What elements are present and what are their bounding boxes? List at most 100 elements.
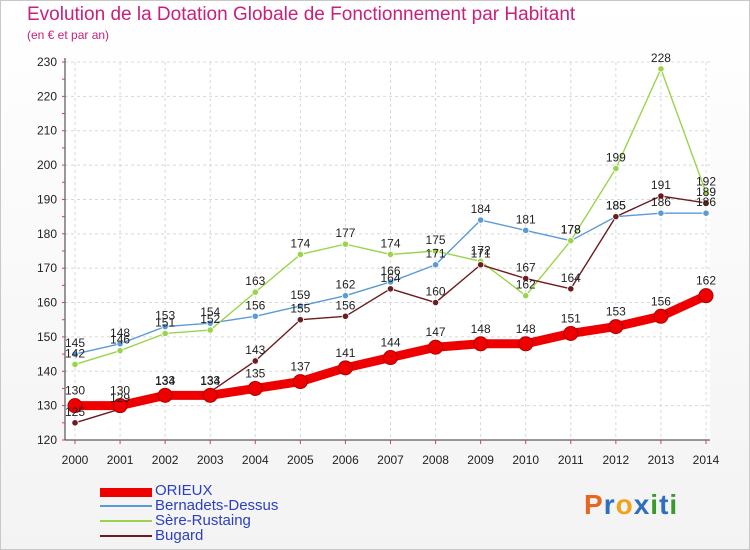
data-point-s-re-rustaing [161, 329, 169, 338]
data-label-bernadets-dessus: 145 [65, 336, 85, 350]
data-label-bugard: 129 [110, 391, 130, 405]
data-label-orieux: 135 [245, 366, 265, 380]
data-label-bugard: 191 [651, 178, 671, 192]
x-tick-label: 2009 [467, 453, 494, 467]
data-label-orieux: 162 [696, 274, 716, 288]
y-tick-label: 170 [37, 261, 57, 275]
x-tick-label: 2012 [603, 453, 630, 467]
data-label-orieux: 130 [110, 384, 130, 398]
data-point-s-re-rustaing [522, 292, 530, 300]
data-point-bernadets-dessus [386, 278, 395, 286]
data-label-bernadets-dessus: 166 [380, 264, 400, 278]
data-label-s-re-rustaing: 178 [561, 223, 581, 237]
data-label-s-re-rustaing: 172 [471, 243, 491, 257]
data-label-bernadets-dessus: 148 [110, 326, 130, 340]
data-point-orieux [383, 350, 398, 366]
data-label-bugard: 156 [335, 298, 355, 312]
data-label-orieux: 147 [426, 325, 446, 339]
data-point-orieux [67, 398, 83, 414]
plot-area [65, 60, 710, 440]
legend-swatch-orieux [100, 488, 152, 497]
x-tick-label: 2008 [422, 453, 449, 467]
data-point-bernadets-dessus [657, 209, 665, 217]
y-tick-label: 160 [37, 296, 57, 310]
legend-swatch-sere-rustaing [100, 520, 152, 522]
data-point-bernadets-dessus [522, 226, 530, 234]
x-tick-label: 2010 [512, 453, 539, 467]
data-label-orieux: 141 [335, 346, 355, 360]
x-tick-label: 2000 [62, 453, 89, 467]
y-tick-label: 130 [37, 399, 57, 413]
data-point-bugard [251, 357, 259, 365]
data-label-bugard: 125 [65, 405, 85, 419]
data-label-s-re-rustaing: 192 [696, 175, 716, 189]
data-label-bernadets-dessus: 171 [426, 247, 446, 261]
data-point-s-re-rustaing [296, 250, 304, 259]
x-tick-label: 2005 [287, 453, 314, 467]
data-label-bugard: 155 [290, 302, 310, 316]
data-label-orieux: 137 [290, 360, 310, 374]
data-label-bugard: 167 [516, 260, 536, 274]
data-point-bernadets-dessus [71, 350, 79, 358]
y-tick-label: 200 [37, 158, 57, 172]
x-tick-label: 2001 [107, 453, 134, 467]
y-tick-label: 140 [37, 364, 57, 378]
data-label-bugard: 164 [561, 271, 581, 285]
data-label-s-re-rustaing: 177 [335, 226, 355, 240]
data-point-orieux [157, 387, 173, 403]
data-label-s-re-rustaing: 175 [426, 233, 446, 247]
logo-letter: r [603, 489, 616, 520]
chart-title: Evolution de la Dotation Globale de Fonc… [27, 4, 576, 25]
data-point-bernadets-dessus [206, 319, 214, 327]
y-tick-label: 230 [37, 55, 57, 69]
data-label-s-re-rustaing: 151 [155, 315, 175, 329]
data-label-bernadets-dessus: 154 [200, 305, 220, 319]
legend-label-bernadets-dessus: Bernadets-Dessus [155, 497, 279, 514]
legend-swatch-bernadets-dessus [100, 505, 152, 507]
data-label-bugard: 189 [696, 185, 716, 199]
data-point-bugard [71, 419, 79, 427]
data-point-s-re-rustaing [657, 65, 665, 73]
x-tick-label: 2002 [152, 453, 179, 467]
legend-label-orieux: ORIEUX [155, 482, 213, 499]
data-point-bugard [296, 316, 304, 324]
data-point-orieux [653, 308, 669, 324]
data-label-bernadets-dessus: 178 [561, 223, 581, 237]
data-point-s-re-rustaing [702, 188, 710, 197]
data-point-bernadets-dessus [702, 209, 710, 217]
data-label-bernadets-dessus: 159 [290, 288, 310, 302]
data-point-s-re-rustaing [386, 250, 395, 259]
data-point-s-re-rustaing [612, 164, 620, 173]
data-point-s-re-rustaing [341, 240, 350, 248]
data-label-bernadets-dessus: 156 [245, 298, 265, 312]
data-point-bernadets-dessus [341, 292, 350, 300]
data-label-s-re-rustaing: 146 [110, 333, 130, 347]
logo-letter: x [633, 489, 651, 520]
data-label-s-re-rustaing: 174 [380, 236, 400, 250]
data-label-bernadets-dessus: 153 [155, 309, 175, 323]
data-point-s-re-rustaing [206, 326, 214, 334]
data-point-orieux [518, 336, 534, 352]
data-point-bernadets-dessus [296, 302, 304, 310]
data-label-orieux: 153 [606, 305, 626, 319]
data-point-s-re-rustaing [71, 360, 79, 368]
data-point-bernadets-dessus [431, 261, 440, 269]
data-label-bernadets-dessus: 186 [651, 195, 671, 209]
data-label-bugard: 171 [471, 247, 491, 261]
data-point-orieux [428, 339, 444, 355]
x-tick-label: 2007 [377, 453, 404, 467]
data-label-orieux: 130 [65, 384, 85, 398]
data-label-bugard: 143 [245, 343, 265, 357]
data-label-bugard: 160 [426, 285, 446, 299]
data-label-bernadets-dessus: 185 [606, 199, 626, 213]
data-label-bernadets-dessus: 186 [696, 195, 716, 209]
proxiti-logo: Proxiti [584, 489, 678, 521]
data-point-orieux [337, 360, 353, 376]
logo-letter: i [669, 489, 679, 520]
data-point-bugard [522, 274, 530, 283]
x-tick-label: 2014 [693, 453, 720, 467]
data-label-bugard: 185 [606, 199, 626, 213]
data-point-s-re-rustaing [431, 247, 440, 255]
data-point-bugard [386, 285, 395, 293]
